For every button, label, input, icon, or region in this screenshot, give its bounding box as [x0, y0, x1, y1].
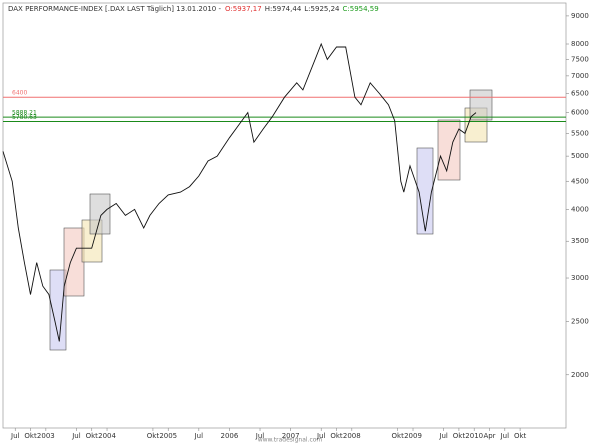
x-tick-label: 2008: [343, 432, 361, 440]
y-tick-label: 9000: [571, 12, 589, 20]
x-tick-label: Jul: [10, 432, 20, 440]
x-tick-label: 2006: [221, 432, 239, 440]
x-tick-label: Okt: [147, 432, 160, 440]
y-tick-label: 5500: [571, 129, 589, 137]
quote: O:5937,17 H:5974,44 L:5925,24 C:5954,59: [225, 5, 379, 13]
y-tick-label: 2500: [571, 318, 589, 326]
level-label: 5780.63: [12, 114, 37, 121]
x-tick-label: Jul: [500, 432, 510, 440]
x-tick-label: 2009: [404, 432, 422, 440]
y-tick-label: 4500: [571, 177, 589, 185]
y-tick-label: 6500: [571, 90, 589, 98]
x-tick-label: Okt: [514, 432, 527, 440]
x-tick-label: Okt: [392, 432, 405, 440]
y-tick-label: 6000: [571, 109, 589, 117]
quote-value: O:5937,17: [225, 5, 262, 13]
quote-value: C:5954,59: [343, 5, 379, 13]
y-tick-label: 3000: [571, 274, 589, 282]
x-tick-label: 2005: [159, 432, 177, 440]
x-tick-label: 2003: [37, 432, 55, 440]
x-tick-label: Okt: [453, 432, 466, 440]
x-tick-label: Jul: [255, 432, 265, 440]
x-tick-label: Jul: [316, 432, 326, 440]
quote-value: L:5925,24: [304, 5, 340, 13]
x-tick-label: Okt: [24, 432, 37, 440]
x-tick-label: 2010: [465, 432, 483, 440]
x-tick-label: Jul: [194, 432, 204, 440]
y-tick-label: 4000: [571, 205, 589, 213]
y-tick-label: 7000: [571, 72, 589, 80]
level-label: 6400: [12, 90, 27, 97]
x-tick-label: Okt: [330, 432, 343, 440]
plot-frame: [2, 2, 567, 429]
x-tick-label: 2004: [98, 432, 116, 440]
y-tick-label: 3500: [571, 237, 589, 245]
x-tick-label: Okt: [86, 432, 99, 440]
watermark: www.tradesignal.com: [258, 437, 323, 444]
chart-title: DAX PERFORMANCE-INDEX [.DAX LAST Täglich…: [8, 5, 221, 13]
level-label: 5888.21: [12, 110, 37, 117]
y-tick-label: 8000: [571, 40, 589, 48]
y-tick-label: 2000: [571, 371, 589, 379]
x-tick-label: Jul: [438, 432, 448, 440]
x-tick-label: Apr: [483, 432, 495, 440]
x-tick-label: Jul: [71, 432, 81, 440]
y-tick-label: 5000: [571, 152, 589, 160]
x-tick-label: 2007: [282, 432, 300, 440]
price-line: [2, 42, 477, 342]
quote-value: H:5974,44: [265, 5, 302, 13]
y-tick-label: 7500: [571, 55, 589, 63]
